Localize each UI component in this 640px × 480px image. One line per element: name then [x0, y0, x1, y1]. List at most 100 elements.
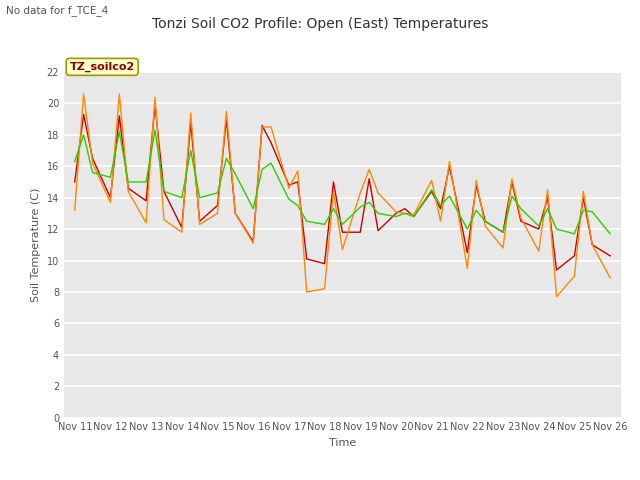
-4cm: [115, 91, 123, 97]
-8cm: [89, 169, 97, 175]
-8cm: [356, 204, 364, 210]
-2cm: [392, 211, 400, 216]
-4cm: [196, 221, 204, 227]
-8cm: [365, 200, 373, 205]
-2cm: [401, 206, 409, 212]
-2cm: [508, 179, 516, 185]
-4cm: [259, 124, 266, 130]
-4cm: [588, 242, 596, 248]
-2cm: [356, 229, 364, 235]
-2cm: [151, 102, 159, 108]
-8cm: [392, 214, 400, 219]
-2cm: [303, 256, 310, 262]
Text: Tonzi Soil CO2 Profile: Open (East) Temperatures: Tonzi Soil CO2 Profile: Open (East) Temp…: [152, 17, 488, 31]
-4cm: [214, 211, 221, 216]
-4cm: [223, 108, 230, 114]
-8cm: [115, 129, 123, 134]
-8cm: [214, 190, 221, 196]
-2cm: [606, 253, 614, 259]
-8cm: [508, 193, 516, 199]
-8cm: [294, 203, 301, 208]
-4cm: [89, 160, 97, 166]
-8cm: [259, 167, 266, 172]
-4cm: [481, 223, 489, 229]
-8cm: [553, 226, 561, 232]
-4cm: [303, 289, 310, 295]
-4cm: [356, 190, 364, 196]
-8cm: [178, 195, 186, 201]
Line: -8cm: -8cm: [75, 130, 610, 234]
-4cm: [374, 190, 382, 196]
-8cm: [124, 179, 132, 185]
-2cm: [196, 218, 204, 224]
-2cm: [374, 228, 382, 234]
-2cm: [214, 203, 221, 208]
-4cm: [160, 217, 168, 223]
-2cm: [160, 189, 168, 194]
-4cm: [285, 185, 292, 191]
-2cm: [517, 218, 525, 224]
-8cm: [579, 207, 587, 213]
-4cm: [267, 124, 275, 130]
-2cm: [535, 226, 543, 232]
-2cm: [339, 229, 346, 235]
Y-axis label: Soil Temperature (C): Soil Temperature (C): [31, 188, 41, 302]
-4cm: [187, 110, 195, 116]
-8cm: [232, 171, 239, 177]
-4cm: [392, 209, 400, 215]
-4cm: [330, 189, 337, 194]
-8cm: [410, 214, 418, 219]
-4cm: [517, 215, 525, 221]
-2cm: [330, 179, 337, 185]
-8cm: [285, 196, 292, 202]
-8cm: [445, 193, 453, 199]
-8cm: [330, 206, 337, 212]
-2cm: [463, 250, 471, 255]
-4cm: [428, 178, 435, 183]
-2cm: [445, 163, 453, 169]
-8cm: [401, 211, 409, 216]
-2cm: [428, 189, 435, 194]
-2cm: [472, 182, 480, 188]
-8cm: [428, 187, 435, 192]
-4cm: [178, 229, 186, 235]
Text: No data for f_TCE_4: No data for f_TCE_4: [6, 5, 109, 16]
-4cm: [106, 200, 114, 205]
-4cm: [535, 248, 543, 254]
-4cm: [250, 240, 257, 246]
-4cm: [294, 168, 301, 174]
-2cm: [142, 198, 150, 204]
-2cm: [588, 242, 596, 248]
-2cm: [481, 218, 489, 224]
-8cm: [499, 229, 507, 235]
-2cm: [115, 113, 123, 119]
-4cm: [445, 159, 453, 165]
-4cm: [544, 187, 552, 192]
-8cm: [142, 179, 150, 185]
-8cm: [517, 206, 525, 212]
-2cm: [365, 176, 373, 182]
-2cm: [89, 156, 97, 161]
X-axis label: Time: Time: [329, 438, 356, 448]
Line: -2cm: -2cm: [75, 105, 610, 270]
-8cm: [321, 221, 328, 227]
-2cm: [579, 195, 587, 201]
-2cm: [267, 140, 275, 145]
-2cm: [250, 239, 257, 244]
-2cm: [570, 253, 578, 259]
-4cm: [436, 218, 444, 224]
-8cm: [588, 209, 596, 215]
-2cm: [232, 211, 239, 216]
-2cm: [410, 214, 418, 219]
-4cm: [579, 189, 587, 194]
-2cm: [553, 267, 561, 273]
-8cm: [606, 231, 614, 237]
-4cm: [321, 286, 328, 292]
-4cm: [463, 265, 471, 271]
-2cm: [187, 120, 195, 125]
-8cm: [570, 231, 578, 237]
-8cm: [267, 160, 275, 166]
-8cm: [436, 203, 444, 208]
-2cm: [544, 195, 552, 201]
-2cm: [71, 179, 79, 185]
